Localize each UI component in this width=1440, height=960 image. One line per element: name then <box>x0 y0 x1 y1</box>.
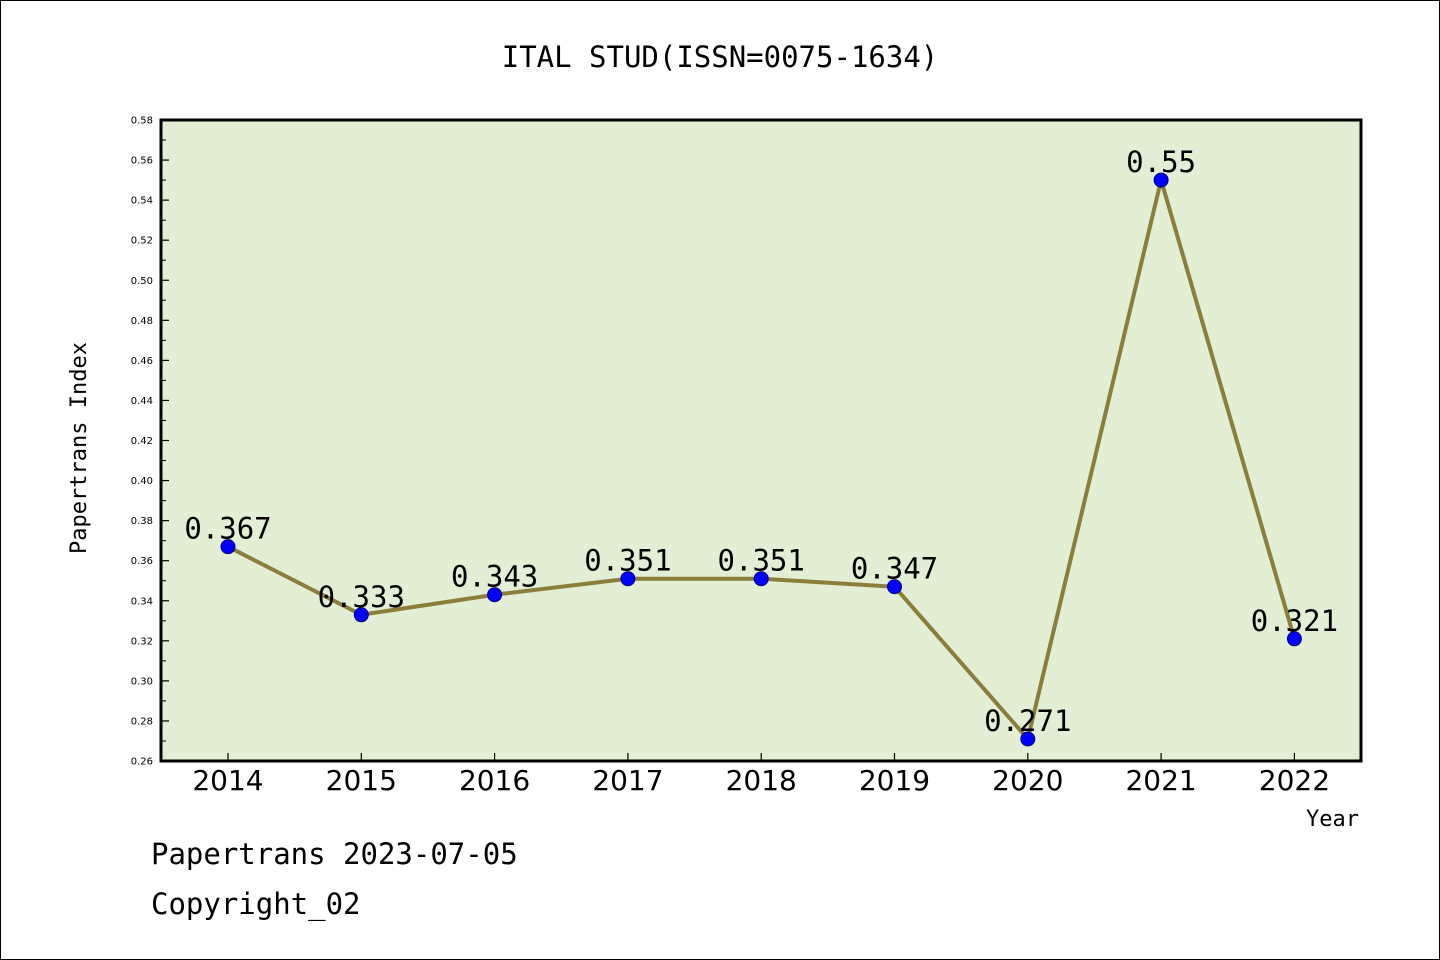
data-label: 0.351 <box>718 544 805 578</box>
y-tick-label: 0.44 <box>131 396 153 407</box>
data-point <box>753 571 769 587</box>
chart-title: ITAL STUD(ISSN=0075-1634) <box>502 40 939 74</box>
y-tick-label: 0.38 <box>131 516 153 527</box>
y-tick-label: 0.34 <box>131 596 153 607</box>
data-point <box>620 571 636 587</box>
y-tick-label: 0.30 <box>131 676 153 687</box>
y-tick-label: 0.52 <box>131 236 153 247</box>
x-axis-label: Year <box>1306 807 1359 832</box>
data-label: 0.55 <box>1126 145 1196 179</box>
x-tick-label: 2021 <box>1125 764 1196 797</box>
y-tick-label: 0.50 <box>131 276 153 287</box>
x-tick-label: 2017 <box>592 764 663 797</box>
y-tick-label: 0.42 <box>131 436 153 447</box>
data-point <box>487 587 503 603</box>
y-tick-label: 0.26 <box>131 757 153 768</box>
y-tick-label: 0.46 <box>131 356 153 367</box>
x-tick-label: 2018 <box>726 764 797 797</box>
data-point <box>1153 172 1169 188</box>
data-label: 0.351 <box>584 544 671 578</box>
generated-date-text: Papertrans 2023-07-05 <box>151 837 518 871</box>
y-tick-label: 0.28 <box>131 716 153 727</box>
y-tick-label: 0.58 <box>131 116 153 127</box>
data-label: 0.343 <box>451 560 538 594</box>
data-label: 0.321 <box>1251 604 1338 638</box>
data-label: 0.333 <box>318 580 405 614</box>
x-tick-label: 2020 <box>992 764 1063 797</box>
x-tick-label: 2019 <box>859 764 930 797</box>
x-tick-label: 2015 <box>326 764 397 797</box>
data-label: 0.271 <box>984 704 1071 738</box>
data-label: 0.367 <box>184 512 271 546</box>
y-tick-label: 0.56 <box>131 156 153 167</box>
y-tick-label: 0.32 <box>131 636 153 647</box>
y-tick-label: 0.54 <box>131 196 153 207</box>
x-tick-label: 2014 <box>192 764 263 797</box>
data-point <box>1020 731 1036 747</box>
y-tick-label: 0.40 <box>131 476 153 487</box>
data-label: 0.347 <box>851 552 938 586</box>
x-tick-label: 2022 <box>1259 764 1330 797</box>
data-point <box>353 607 369 623</box>
x-tick-label: 2016 <box>459 764 530 797</box>
y-axis-label: Papertrans Index <box>67 342 92 554</box>
plot-area <box>161 120 1361 761</box>
copyright-text: Copyright_02 <box>151 887 361 921</box>
y-tick-label: 0.36 <box>131 556 153 567</box>
data-point <box>887 579 902 595</box>
data-point <box>1286 631 1302 647</box>
y-tick-label: 0.48 <box>131 316 153 327</box>
data-point <box>220 539 236 555</box>
